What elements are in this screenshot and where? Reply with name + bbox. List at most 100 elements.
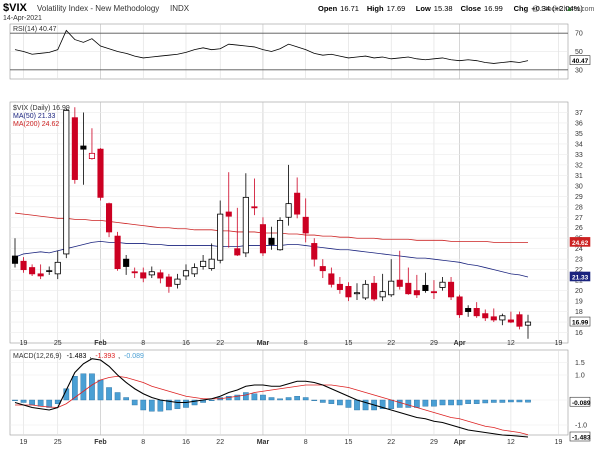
- price-tick-label: 32: [575, 162, 583, 169]
- macd-histogram-bar: [456, 399, 463, 406]
- ohlc-value: 16.71: [340, 4, 359, 13]
- candle: [259, 217, 267, 257]
- candle: [80, 112, 87, 185]
- candle: [37, 264, 44, 280]
- candle: [208, 243, 215, 271]
- candle-body: [311, 243, 318, 260]
- macd-histogram-bar: [431, 399, 437, 407]
- macd-histogram-bar: [345, 399, 352, 408]
- price-last-tag-box: [569, 316, 591, 327]
- candle-body: [140, 272, 147, 279]
- macd-histogram-bar: [465, 399, 472, 404]
- candle-body: [524, 321, 532, 326]
- macd-histogram-bar: [80, 373, 87, 401]
- candle-body: [345, 286, 352, 298]
- candle: [148, 266, 155, 279]
- exchange-label: INDX: [170, 4, 190, 13]
- candle-body: [362, 283, 369, 299]
- candle-body: [165, 276, 172, 287]
- candle-body: [490, 316, 497, 321]
- candle-body: [200, 260, 207, 267]
- macd-histogram-bar: [131, 399, 138, 406]
- candle-body: [456, 296, 463, 316]
- x-tick-label: Mar: [257, 439, 270, 446]
- macd-series: [12, 358, 531, 438]
- ohlc-label: Low: [416, 4, 431, 13]
- macd-histogram-bar: [499, 399, 506, 403]
- chg-up-icon: ▲: [566, 6, 573, 13]
- x-tick-label: 19: [555, 340, 563, 347]
- candle: [456, 294, 463, 318]
- candle-body: [405, 282, 412, 295]
- candle-body: [353, 292, 361, 295]
- macd-histogram-bar: [37, 399, 44, 407]
- ma50-last-tag-box: [569, 271, 591, 282]
- ohlc-open: Open 16.71: [318, 4, 359, 13]
- candle-body: [379, 291, 386, 298]
- macd-histogram-bar: [448, 399, 454, 406]
- candle: [311, 238, 318, 267]
- candle: [105, 202, 113, 238]
- candle-body: [54, 261, 61, 275]
- date-label: 14-Apr-2021: [3, 15, 42, 22]
- macd-histogram-bar: [97, 379, 104, 401]
- candle-body: [242, 196, 249, 254]
- macd-legend-value: -1.483: [67, 353, 87, 360]
- macd-histogram-bar: [362, 399, 369, 411]
- macd-histogram-bar: [482, 399, 489, 404]
- x-tick-label: 19: [20, 439, 28, 446]
- candle: [191, 263, 198, 277]
- macd-histogram-bar: [71, 376, 78, 401]
- macd-histogram-bar: [208, 399, 215, 402]
- ohlc-label: Close: [461, 4, 481, 13]
- macd-last-tag: -1.483: [572, 435, 591, 442]
- macd-histogram-bar: [106, 387, 112, 401]
- macd-histogram-bar: [405, 399, 412, 408]
- candle-body: [217, 213, 224, 261]
- candle: [114, 231, 121, 271]
- candle: [422, 272, 429, 293]
- macd-histogram-bar: [525, 399, 531, 403]
- x-tick-label: 29: [430, 340, 438, 347]
- candle: [217, 200, 224, 264]
- candle-body: [234, 248, 241, 256]
- candle: [165, 273, 172, 293]
- macd-histogram-bar: [114, 392, 121, 401]
- candle: [482, 309, 489, 321]
- macd-histogram-bar: [157, 399, 164, 412]
- candle-body: [123, 258, 130, 267]
- candle: [345, 282, 352, 302]
- x-tick-label: 25: [54, 439, 62, 446]
- candle: [379, 273, 386, 302]
- candle: [11, 238, 19, 268]
- candle-body: [268, 237, 275, 245]
- price-tick-label: 26: [575, 225, 583, 232]
- macd-histogram-bar: [46, 399, 53, 408]
- price-tick-label: 19: [575, 299, 583, 306]
- macd-histogram-bar: [388, 399, 395, 409]
- candle-body: [507, 319, 514, 323]
- macd-histogram-bar: [12, 399, 18, 402]
- macd-histogram-bar: [337, 399, 343, 406]
- candle-body: [11, 255, 19, 264]
- price-tick-label: 35: [575, 131, 583, 138]
- candle: [353, 283, 361, 301]
- candle: [336, 276, 343, 294]
- candle-body: [422, 284, 429, 292]
- candle: [302, 198, 309, 243]
- candle-body: [63, 109, 70, 255]
- macd-histogram-bar: [89, 373, 95, 401]
- x-tick-label: Feb: [94, 439, 106, 446]
- x-tick-label: 8: [304, 340, 308, 347]
- candle: [430, 280, 438, 299]
- candle: [251, 178, 258, 216]
- macd-histogram-bar: [174, 399, 181, 409]
- candle: [294, 177, 301, 219]
- candle: [268, 226, 275, 250]
- candle-body: [276, 220, 284, 251]
- ohlc-low: Low 15.38: [416, 4, 453, 13]
- candle-body: [46, 270, 53, 272]
- x-tick-label: 12: [507, 340, 515, 347]
- candle: [524, 314, 532, 339]
